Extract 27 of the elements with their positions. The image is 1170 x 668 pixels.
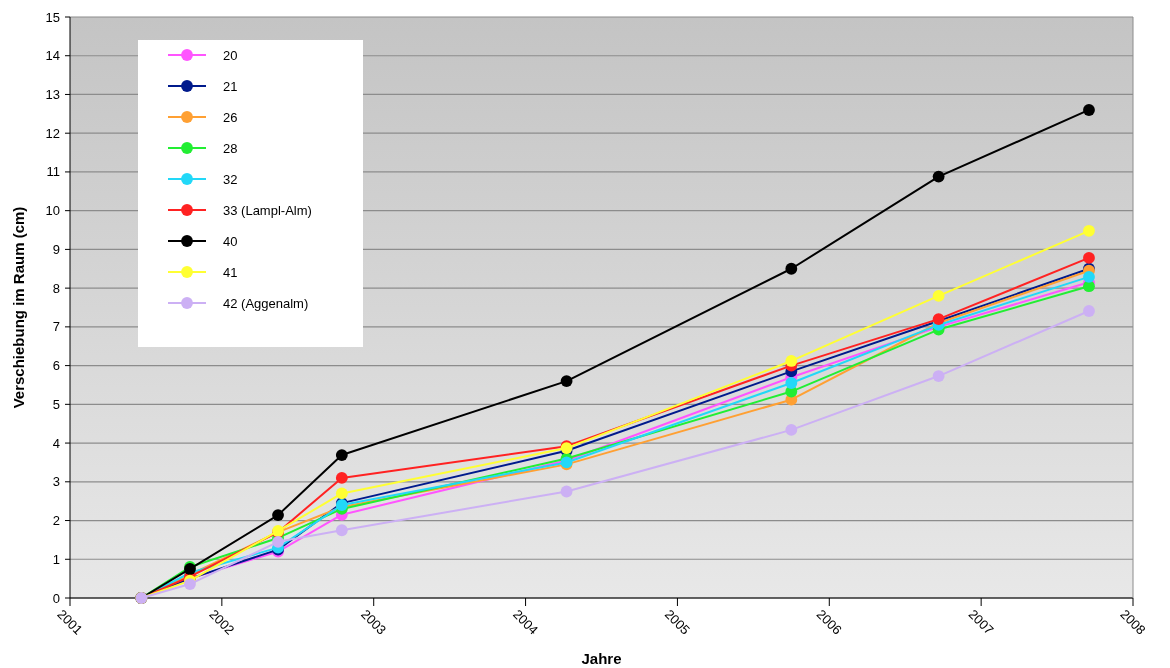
legend-label: 40: [223, 233, 238, 249]
y-tick-label: 15: [45, 9, 60, 25]
legend-label: 41: [223, 264, 238, 280]
y-tick-label: 1: [52, 551, 60, 567]
legend-label: 28: [223, 140, 238, 156]
legend-label: 21: [223, 78, 238, 94]
y-tick-label: 7: [52, 319, 60, 335]
y-tick-label: 2: [52, 513, 60, 529]
y-tick-label: 6: [52, 358, 60, 374]
y-tick-label: 13: [45, 87, 60, 103]
legend-label: 42 (Aggenalm): [223, 295, 309, 311]
legend-label: 20: [223, 47, 238, 63]
y-tick-label: 4: [52, 435, 60, 451]
y-tick-label: 0: [52, 590, 60, 606]
legend-label: 32: [223, 171, 238, 187]
legend-label: 26: [223, 109, 238, 125]
y-tick-label: 8: [52, 280, 60, 296]
x-axis-title: Jahre: [581, 650, 622, 667]
y-tick-label: 3: [52, 474, 60, 490]
y-tick-label: 11: [46, 164, 60, 180]
y-tick-label: 10: [45, 203, 60, 219]
y-tick-label: 14: [45, 48, 60, 64]
y-tick-label: 12: [45, 125, 60, 141]
legend-label: 33 (Lampl-Alm): [223, 202, 312, 218]
y-axis-title: Verschiebung im Raum (cm): [10, 206, 27, 409]
y-tick-label: 9: [52, 241, 60, 257]
y-tick-label: 5: [52, 396, 60, 412]
